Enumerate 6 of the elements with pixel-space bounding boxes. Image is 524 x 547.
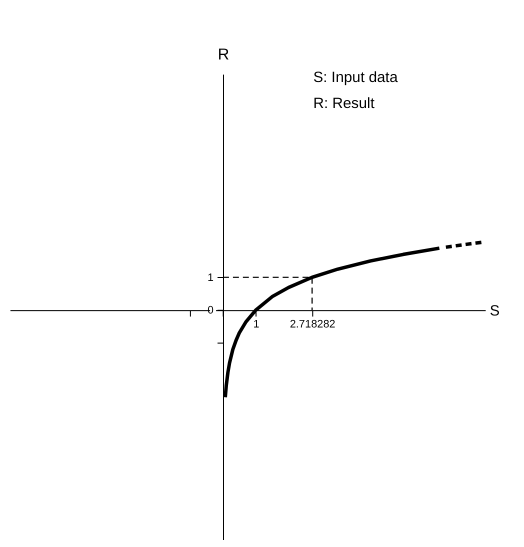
annotation: S: Input data: [313, 70, 398, 86]
y-axis-title: R: [218, 46, 230, 64]
x-axis-title: S: [490, 304, 500, 320]
annotation: R: Result: [313, 96, 376, 112]
x-tick-label: 2.718282: [290, 318, 336, 331]
y-tick-label: 0: [207, 304, 214, 317]
